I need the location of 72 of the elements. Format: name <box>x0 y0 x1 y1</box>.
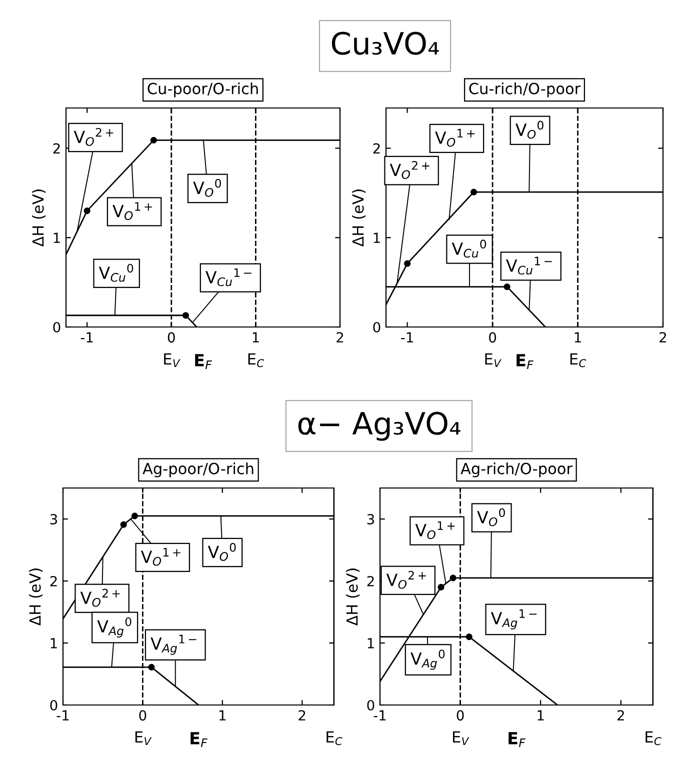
annotation: V$_{O}$$^{2+}$ <box>80 588 120 607</box>
y-tick-label: 0 <box>50 700 58 710</box>
chart-title: Cu-rich/O-poor <box>469 82 581 98</box>
y-axis-title: ΔH (eV) <box>352 190 366 247</box>
ref-line-label: E$_{V}$ <box>485 353 502 368</box>
x-tick-label: -1 <box>80 332 93 342</box>
x-tick-label: 0 <box>489 332 496 343</box>
ref-line-label: E$_{V}$ <box>164 353 180 368</box>
x-tick-label: 2 <box>617 710 624 720</box>
x-tick-label: -1 <box>56 710 69 720</box>
ref-line-label: E$_{C}$ <box>326 731 342 746</box>
y-axis-title: ΔH (eV) <box>28 568 43 626</box>
annotation: V$_{O}$$^{1+}$ <box>415 521 455 540</box>
y-tick-label: 1 <box>368 638 374 648</box>
x-tick-label: 1 <box>574 332 581 342</box>
ref-line-label: E$_{C}$ <box>248 353 264 368</box>
x-tick-label: 2 <box>336 332 344 342</box>
annotation: V$_{Ag}$$^{1−}$ <box>150 634 196 655</box>
annotation: V$_{Ag}$$^{0}$ <box>97 617 132 638</box>
x-tick-label: 2 <box>298 710 306 720</box>
y-tick-label: 2 <box>373 143 380 154</box>
y-tick-label: 2 <box>53 143 60 154</box>
annotation: V$_{Ag}$$^{0}$ <box>410 650 445 670</box>
ref-line-label: E$_{V}$ <box>135 731 152 746</box>
x-axis-title: E$_{F}$ <box>190 732 208 748</box>
chart-title: Ag-poor/O-rich <box>142 462 254 478</box>
chart-title: Ag-rich/O-poor <box>460 462 573 478</box>
annotation: V$_{O}$$^{1+}$ <box>435 128 474 147</box>
chart-title: Cu-poor/O-rich <box>148 82 258 98</box>
x-axis-title: E$_{F}$ <box>508 732 526 748</box>
annotation: V$_{O}$$^{0}$ <box>477 508 505 526</box>
y-tick-label: 3 <box>50 514 58 524</box>
annotation: V$_{Ag}$$^{1−}$ <box>490 609 537 630</box>
y-tick-label: 2 <box>367 576 374 586</box>
x-tick-label: 1 <box>252 332 259 342</box>
y-tick-label: 3 <box>367 514 374 524</box>
annotation: V$_{O}$$^{0}$ <box>208 542 236 561</box>
x-tick-label: 2 <box>660 332 666 342</box>
annotation: V$_{Cu}$$^{1−}$ <box>506 256 552 275</box>
text: α− Ag₃VO₄ <box>298 412 460 441</box>
annotation: V$_{O}$$^{2+}$ <box>390 161 430 179</box>
y-tick-label: 2 <box>50 576 57 586</box>
x-tick-label: 1 <box>220 710 226 720</box>
annotation: V$_{O}$$^{1+}$ <box>112 202 152 220</box>
x-tick-label: 0 <box>139 710 146 721</box>
annotation: V$_{Cu}$$^{0}$ <box>452 240 486 258</box>
x-tick-label: 0 <box>168 332 175 343</box>
x-axis-title: E$_{F}$ <box>195 354 212 370</box>
annotation: V$_{O}$$^{1+}$ <box>140 548 180 566</box>
annotation: V$_{Cu}$$^{0}$ <box>98 264 134 282</box>
y-tick-label: 0 <box>373 322 380 332</box>
annotation: V$_{O}$$^{0}$ <box>193 178 221 197</box>
y-axis-title: ΔH (eV) <box>32 190 46 247</box>
y-tick-label: 0 <box>53 322 60 332</box>
annotation: V$_{O}$$^{0}$ <box>516 120 544 139</box>
ref-line-label: E$_{V}$ <box>453 731 470 746</box>
y-tick-label: 1 <box>54 232 60 243</box>
x-tick-label: -1 <box>374 710 386 720</box>
annotation: V$_{O}$$^{2+}$ <box>74 128 114 146</box>
x-tick-label: -1 <box>401 332 413 342</box>
x-axis-title: E$_{F}$ <box>516 354 534 370</box>
ref-line-label: E$_{C}$ <box>646 731 662 746</box>
y-tick-label: 1 <box>374 232 380 243</box>
y-axis-title: ΔH (eV) <box>346 568 360 626</box>
annotation: V$_{Cu}$$^{1−}$ <box>206 268 252 286</box>
y-tick-label: 1 <box>50 638 57 648</box>
x-tick-label: 0 <box>456 710 464 721</box>
annotation: V$_{O}$$^{2+}$ <box>386 570 426 589</box>
ref-line-label: E$_{C}$ <box>570 353 586 368</box>
y-tick-label: 0 <box>367 700 374 710</box>
x-tick-label: 1 <box>538 710 544 720</box>
text: Cu₃VO₄ <box>332 32 439 55</box>
